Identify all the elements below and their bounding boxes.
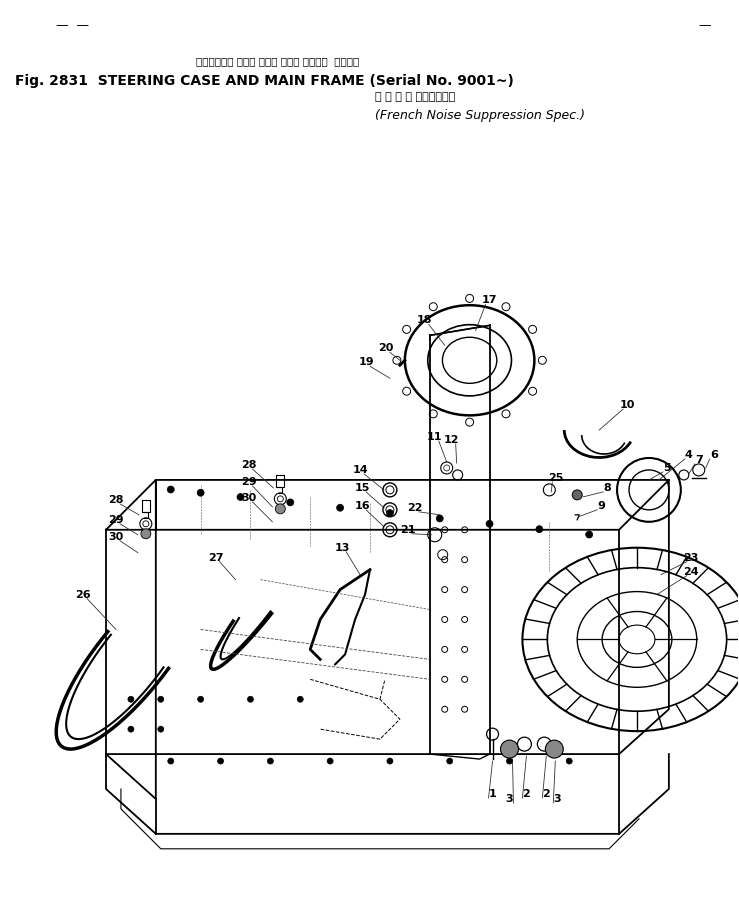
Circle shape (536, 526, 543, 533)
Circle shape (268, 758, 273, 764)
Text: 18: 18 (417, 315, 432, 325)
Text: 30: 30 (241, 493, 256, 503)
Text: 14: 14 (353, 465, 368, 475)
Text: —  —: — — (56, 19, 89, 32)
Text: (French Noise Suppression Spec.): (French Noise Suppression Spec.) (375, 109, 585, 122)
Text: 29: 29 (241, 477, 256, 486)
Text: 21: 21 (400, 525, 415, 535)
Text: 23: 23 (683, 553, 698, 563)
Circle shape (237, 494, 244, 500)
Text: 25: 25 (548, 473, 564, 483)
Circle shape (327, 758, 333, 764)
Text: 20: 20 (378, 343, 394, 353)
Circle shape (586, 531, 593, 538)
Text: 13: 13 (335, 543, 350, 553)
Circle shape (141, 528, 151, 538)
Text: 7: 7 (695, 455, 703, 465)
Circle shape (387, 758, 393, 764)
Circle shape (168, 758, 174, 764)
Text: 19: 19 (358, 357, 374, 367)
Circle shape (197, 489, 204, 496)
Circle shape (297, 696, 303, 702)
Text: 3: 3 (505, 794, 514, 804)
Circle shape (167, 486, 174, 493)
Text: —: — (699, 19, 711, 32)
Circle shape (506, 758, 512, 764)
Text: 5: 5 (663, 463, 671, 473)
Circle shape (486, 520, 493, 527)
Text: Fig. 2831  STEERING CASE AND MAIN FRAME (Serial No. 9001~): Fig. 2831 STEERING CASE AND MAIN FRAME (… (16, 74, 514, 88)
Text: 27: 27 (208, 553, 223, 563)
Circle shape (566, 758, 572, 764)
Text: 4: 4 (685, 450, 692, 460)
Text: 10: 10 (619, 400, 635, 410)
Text: 12: 12 (444, 435, 460, 445)
Circle shape (158, 696, 164, 702)
Text: ステアリング ケース および メイン フレーム  適用号機: ステアリング ケース および メイン フレーム 適用号機 (196, 56, 359, 67)
Circle shape (276, 504, 285, 514)
Text: 17: 17 (482, 295, 497, 305)
Text: 30: 30 (109, 532, 123, 542)
Circle shape (572, 490, 582, 500)
Text: 1: 1 (488, 789, 497, 799)
Circle shape (217, 758, 224, 764)
Circle shape (337, 505, 344, 511)
Circle shape (446, 758, 453, 764)
Circle shape (197, 696, 204, 702)
Text: 22: 22 (407, 503, 423, 513)
Circle shape (545, 740, 563, 758)
Circle shape (158, 726, 164, 732)
Circle shape (287, 499, 294, 506)
Circle shape (386, 509, 393, 517)
Text: 26: 26 (75, 589, 91, 599)
Circle shape (128, 726, 134, 732)
Circle shape (248, 696, 253, 702)
Text: 28: 28 (241, 460, 256, 470)
Text: 3: 3 (554, 794, 561, 804)
Circle shape (500, 740, 519, 758)
Circle shape (128, 696, 134, 702)
Circle shape (436, 515, 443, 522)
Text: 24: 24 (683, 567, 698, 577)
Text: 11: 11 (427, 432, 443, 442)
Text: 2: 2 (542, 789, 551, 799)
Text: フ ラ ン ス 車輬規制仕様: フ ラ ン ス 車輬規制仕様 (375, 92, 455, 102)
Text: 8: 8 (603, 483, 611, 493)
Text: 9: 9 (597, 501, 605, 511)
Text: 15: 15 (354, 483, 370, 493)
Text: 16: 16 (354, 501, 370, 511)
Text: 28: 28 (108, 495, 123, 505)
Text: 2: 2 (522, 789, 531, 799)
Text: 29: 29 (108, 515, 123, 525)
Text: 6: 6 (709, 450, 718, 460)
